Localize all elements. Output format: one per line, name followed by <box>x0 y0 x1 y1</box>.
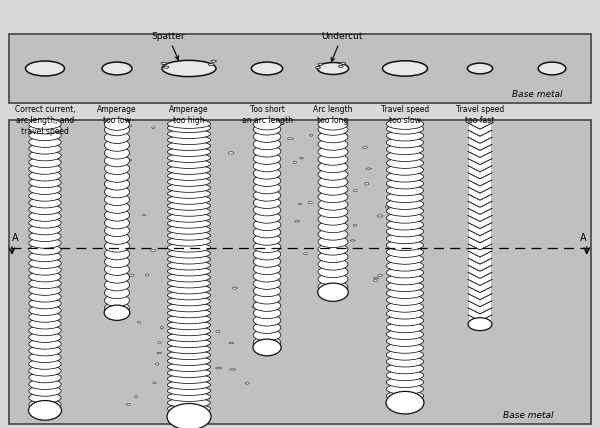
Ellipse shape <box>104 305 130 321</box>
Ellipse shape <box>29 366 61 376</box>
Ellipse shape <box>253 131 281 143</box>
Ellipse shape <box>245 382 250 384</box>
Ellipse shape <box>29 164 61 174</box>
Ellipse shape <box>316 67 320 69</box>
Ellipse shape <box>386 172 424 182</box>
Ellipse shape <box>167 321 211 330</box>
Ellipse shape <box>29 379 61 389</box>
Ellipse shape <box>167 207 211 216</box>
Ellipse shape <box>386 220 424 230</box>
Text: Arc length
too long: Arc length too long <box>313 105 353 125</box>
Ellipse shape <box>167 213 211 222</box>
Ellipse shape <box>318 184 348 195</box>
Ellipse shape <box>167 165 211 174</box>
Ellipse shape <box>160 327 164 329</box>
Ellipse shape <box>29 191 61 201</box>
Text: Spatter: Spatter <box>151 32 185 59</box>
Ellipse shape <box>386 315 424 326</box>
Ellipse shape <box>295 221 299 222</box>
Ellipse shape <box>386 274 424 285</box>
Ellipse shape <box>253 182 281 194</box>
Ellipse shape <box>104 201 130 213</box>
Ellipse shape <box>318 146 348 158</box>
FancyBboxPatch shape <box>469 122 491 321</box>
Ellipse shape <box>167 243 211 252</box>
Ellipse shape <box>386 261 424 271</box>
Ellipse shape <box>167 219 211 228</box>
Ellipse shape <box>253 249 281 260</box>
Ellipse shape <box>158 342 161 343</box>
Ellipse shape <box>538 62 566 75</box>
Ellipse shape <box>253 146 281 157</box>
Text: A: A <box>12 233 19 243</box>
Ellipse shape <box>373 278 379 279</box>
Ellipse shape <box>167 362 211 372</box>
Ellipse shape <box>253 285 281 297</box>
Ellipse shape <box>29 285 61 295</box>
Ellipse shape <box>353 225 357 226</box>
Ellipse shape <box>386 254 424 264</box>
Ellipse shape <box>104 139 130 151</box>
Ellipse shape <box>167 267 211 276</box>
Ellipse shape <box>253 138 281 150</box>
Ellipse shape <box>386 309 424 319</box>
Ellipse shape <box>151 250 156 252</box>
Ellipse shape <box>386 391 424 414</box>
Ellipse shape <box>318 154 348 165</box>
Ellipse shape <box>104 124 130 136</box>
Ellipse shape <box>386 165 424 175</box>
Ellipse shape <box>253 205 281 216</box>
Ellipse shape <box>318 244 348 255</box>
Ellipse shape <box>29 177 61 188</box>
Ellipse shape <box>386 247 424 257</box>
Ellipse shape <box>215 367 221 369</box>
Ellipse shape <box>104 256 130 268</box>
Ellipse shape <box>29 325 61 336</box>
Ellipse shape <box>468 318 492 331</box>
Ellipse shape <box>386 329 424 339</box>
Ellipse shape <box>29 211 61 221</box>
Ellipse shape <box>318 273 348 285</box>
Ellipse shape <box>25 61 65 76</box>
Ellipse shape <box>385 206 389 208</box>
Ellipse shape <box>29 345 61 356</box>
Ellipse shape <box>29 130 61 141</box>
Ellipse shape <box>309 134 313 136</box>
Ellipse shape <box>386 240 424 250</box>
Ellipse shape <box>167 119 211 128</box>
Ellipse shape <box>167 135 211 145</box>
Ellipse shape <box>167 225 211 234</box>
Ellipse shape <box>318 283 349 301</box>
Ellipse shape <box>386 268 424 278</box>
Ellipse shape <box>155 363 159 365</box>
Ellipse shape <box>29 204 61 214</box>
Ellipse shape <box>29 318 61 329</box>
Ellipse shape <box>386 178 424 189</box>
Ellipse shape <box>167 333 211 342</box>
Ellipse shape <box>104 209 130 221</box>
Ellipse shape <box>102 62 132 75</box>
Ellipse shape <box>167 279 211 288</box>
Ellipse shape <box>29 372 61 383</box>
Ellipse shape <box>318 124 348 135</box>
Ellipse shape <box>104 225 130 237</box>
Ellipse shape <box>29 265 61 275</box>
Ellipse shape <box>29 197 61 208</box>
Ellipse shape <box>253 124 281 135</box>
Ellipse shape <box>318 281 348 293</box>
Ellipse shape <box>353 190 357 192</box>
Ellipse shape <box>253 226 281 238</box>
Ellipse shape <box>299 158 304 159</box>
Ellipse shape <box>318 214 348 225</box>
Ellipse shape <box>253 160 281 172</box>
Ellipse shape <box>253 241 281 253</box>
Ellipse shape <box>216 330 220 333</box>
Ellipse shape <box>126 404 130 405</box>
Ellipse shape <box>167 141 211 151</box>
Ellipse shape <box>386 336 424 346</box>
Ellipse shape <box>167 123 211 133</box>
Ellipse shape <box>253 175 281 187</box>
Ellipse shape <box>365 182 369 185</box>
Ellipse shape <box>104 279 130 291</box>
